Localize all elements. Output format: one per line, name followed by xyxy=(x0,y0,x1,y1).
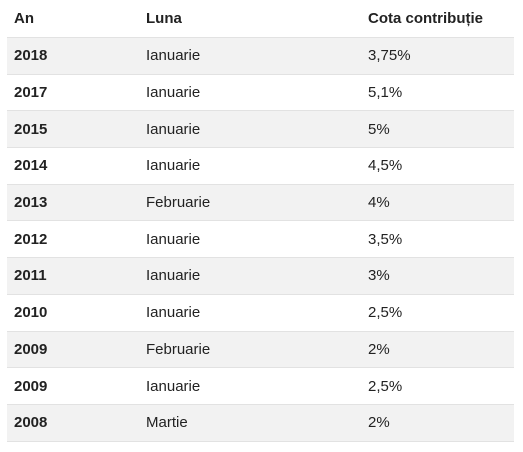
cell-year: 2011 xyxy=(14,267,47,285)
cell-rate: 5,1% xyxy=(368,84,403,102)
cell-month: Ianuarie xyxy=(146,47,201,65)
table-header: An Luna Cota contribuție xyxy=(7,0,514,38)
cell-month: Ianuarie xyxy=(146,304,201,322)
column-header-rate: Cota contribuție xyxy=(368,10,483,27)
cell-rate: 4% xyxy=(368,194,390,212)
cell-month: Ianuarie xyxy=(146,267,201,285)
cell-rate: 3% xyxy=(368,267,390,285)
table-row: 2013 Februarie 4% xyxy=(7,184,514,222)
column-header-year: An xyxy=(14,10,34,27)
table-row: 2009 Februarie 2% xyxy=(7,331,514,369)
cell-month: Februarie xyxy=(146,340,211,358)
cell-rate: 2% xyxy=(368,340,390,358)
cell-year: 2010 xyxy=(14,304,48,322)
cell-month: Ianuarie xyxy=(146,157,201,175)
cell-month: Ianuarie xyxy=(146,120,201,138)
cell-year: 2009 xyxy=(14,377,48,395)
table-row: 2009 Ianuarie 2,5% xyxy=(7,368,514,405)
cell-rate: 4,5% xyxy=(368,157,403,175)
column-header-month: Luna xyxy=(146,10,182,27)
cell-year: 2008 xyxy=(14,414,48,432)
cell-rate: 5% xyxy=(368,120,390,138)
cell-rate: 3,75% xyxy=(368,47,411,65)
cell-month: Ianuarie xyxy=(146,230,201,248)
cell-month: Martie xyxy=(146,414,188,432)
cell-year: 2013 xyxy=(14,194,48,212)
contribution-rate-table: An Luna Cota contribuție 2018 Ianuarie 3… xyxy=(7,0,514,442)
cell-rate: 2% xyxy=(368,414,390,432)
cell-year: 2018 xyxy=(14,47,48,65)
cell-rate: 3,5% xyxy=(368,230,403,248)
cell-rate: 2,5% xyxy=(368,377,403,395)
table-row: 2010 Ianuarie 2,5% xyxy=(7,295,514,332)
cell-month: Ianuarie xyxy=(146,84,201,102)
cell-rate: 2,5% xyxy=(368,304,403,322)
table-row: 2011 Ianuarie 3% xyxy=(7,258,514,295)
cell-year: 2015 xyxy=(14,120,48,138)
cell-year: 2012 xyxy=(14,230,48,248)
cell-month: Ianuarie xyxy=(146,377,201,395)
cell-month: Februarie xyxy=(146,194,211,212)
table-row: 2015 Ianuarie 5% xyxy=(7,111,514,149)
table-row: 2017 Ianuarie 5,1% xyxy=(7,75,514,112)
cell-year: 2017 xyxy=(14,84,48,102)
table-row: 2018 Ianuarie 3,75% xyxy=(7,38,514,75)
table-row: 2012 Ianuarie 3,5% xyxy=(7,221,514,259)
cell-year: 2014 xyxy=(14,157,48,175)
table-row: 2008 Martie 2% xyxy=(7,404,514,442)
cell-year: 2009 xyxy=(14,340,48,358)
table-row: 2014 Ianuarie 4,5% xyxy=(7,148,514,185)
